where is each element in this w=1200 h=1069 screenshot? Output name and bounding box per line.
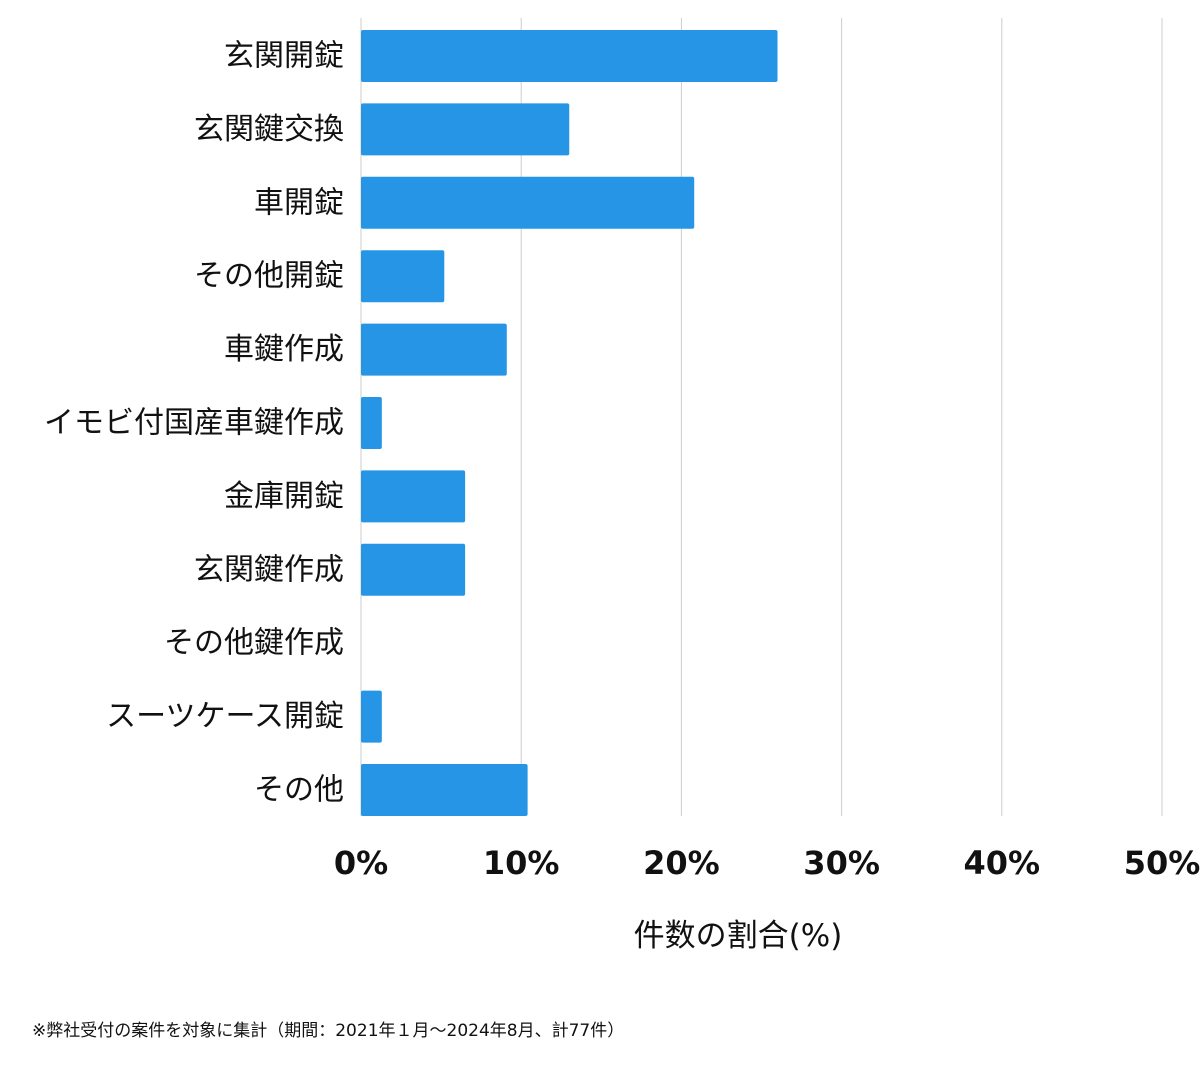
- x-axis-label: 件数の割合(%): [634, 918, 843, 954]
- category-label: その他開錠: [194, 259, 344, 294]
- bar: [361, 323, 507, 376]
- x-tick-label: 20%: [643, 844, 720, 882]
- bar: [361, 250, 445, 303]
- category-label: スーツケース開錠: [106, 699, 344, 734]
- x-tick-labels: 0% 10% 20% 30% 40% 50%: [334, 844, 1200, 882]
- grid-lines: [520, 18, 1163, 816]
- category-label: 車鍵作成: [224, 332, 344, 367]
- bar: [361, 103, 570, 156]
- bar: [361, 30, 778, 82]
- category-label: イモビ付国産車鍵作成: [44, 406, 344, 441]
- category-label: 金庫開錠: [224, 479, 344, 514]
- footnote: ※弊社受付の案件を対象に集計（期間：2021年１月〜2024年8月、計77件）: [32, 1021, 625, 1041]
- category-label: 玄関鍵作成: [194, 552, 344, 587]
- x-tick-label: 40%: [964, 844, 1041, 882]
- category-label: その他: [254, 773, 344, 808]
- x-tick-label: 30%: [803, 844, 880, 882]
- bars: [361, 30, 778, 816]
- bar: [361, 470, 466, 523]
- bar: [361, 176, 695, 229]
- x-tick-label: 50%: [1124, 844, 1200, 882]
- bar: [361, 690, 382, 743]
- category-labels: 玄関開錠玄関鍵交換車開錠その他開錠車鍵作成イモビ付国産車鍵作成金庫開錠玄関鍵作成…: [44, 39, 344, 808]
- bar: [361, 397, 382, 449]
- x-tick-label: 10%: [483, 844, 560, 882]
- category-label: 車開錠: [254, 185, 344, 220]
- bar-chart: 玄関開錠玄関鍵交換車開錠その他開錠車鍵作成イモビ付国産車鍵作成金庫開錠玄関鍵作成…: [44, 18, 1200, 954]
- category-label: 玄関開錠: [224, 39, 344, 74]
- bar: [361, 543, 466, 596]
- bar: [361, 764, 528, 816]
- category-label: その他鍵作成: [164, 626, 344, 661]
- x-tick-label: 0%: [334, 844, 388, 882]
- category-label: 玄関鍵交換: [194, 112, 344, 147]
